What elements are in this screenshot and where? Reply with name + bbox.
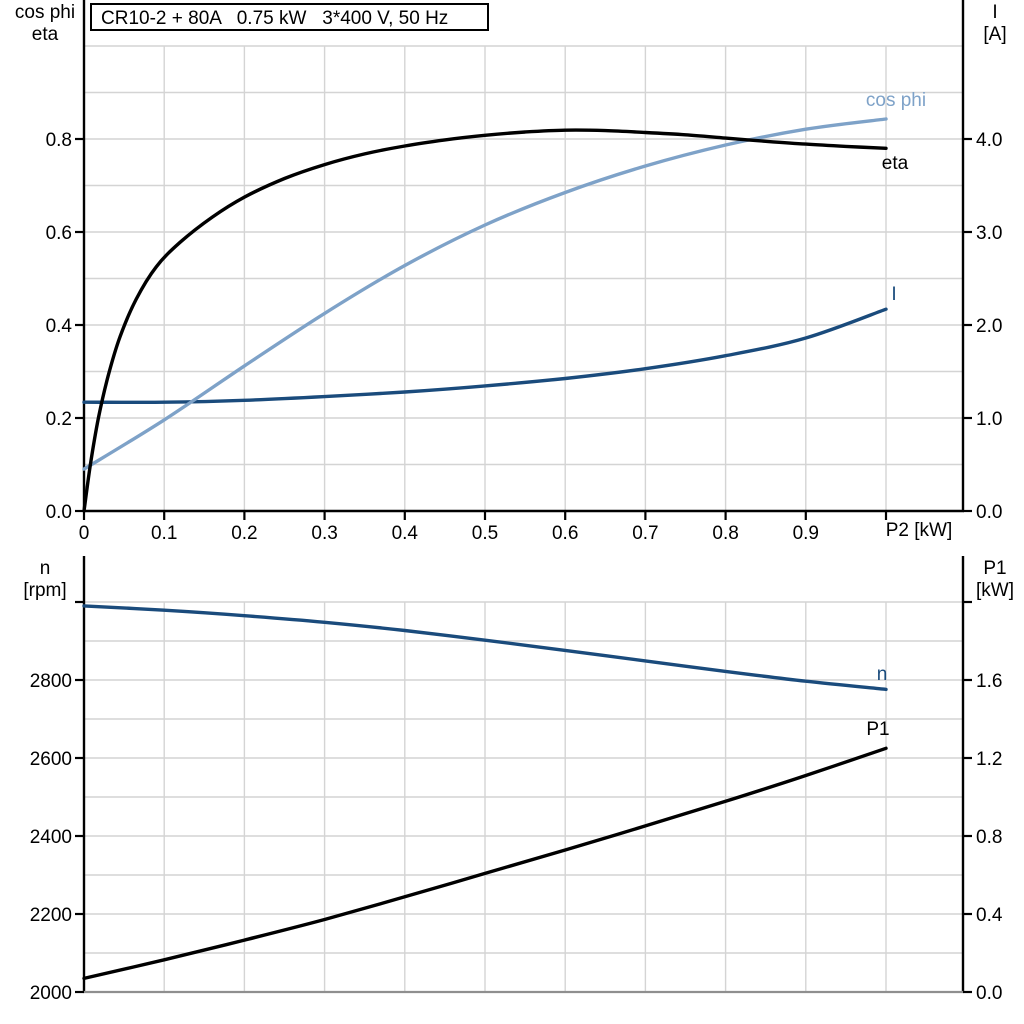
x-axis-tick-label: 0.6 [552, 523, 578, 544]
x-axis-tick-label: 0.7 [632, 523, 658, 544]
x-axis-tick-label: 0.3 [311, 523, 337, 544]
curve-label-eta: eta [881, 153, 909, 174]
left-axis-tick-label: 2000 [30, 983, 72, 1004]
right-axis-tick-label: 0.0 [976, 983, 1002, 1004]
right-axis-title-line1: P1 [983, 558, 1007, 579]
x-axis-tick-label: 0.4 [392, 523, 419, 544]
chart-title-text: CR10-2 + 80A 0.75 kW 3*400 V, 50 Hz [101, 8, 449, 29]
right-axis-tick-label: 1.6 [976, 671, 1002, 692]
curve-n [82, 604, 888, 692]
curve-eta [82, 128, 888, 513]
curve-label-input-power: P1 [866, 719, 890, 740]
x-axis-tick-label: 0.2 [231, 523, 257, 544]
right-axis-title-line2: [A] [983, 24, 1007, 45]
bottom-chart-left-axis-title: n [rpm] [6, 558, 84, 602]
left-axis-title-line1: n [39, 558, 51, 579]
curve-P1 [82, 746, 888, 981]
right-axis-tick-label: 0.4 [976, 905, 1003, 926]
curve-label-current: I [891, 284, 897, 305]
left-axis-title-line2: eta [31, 24, 59, 45]
x-axis-title: P2 [kW] [885, 520, 953, 541]
curve-label-cos-phi: cos phi [865, 90, 927, 111]
left-axis-tick-label: 2200 [30, 905, 72, 926]
right-axis-title-line1: I [992, 2, 998, 23]
x-axis-tick-label: 0.8 [712, 523, 738, 544]
x-axis-tick-label: 0.9 [793, 523, 819, 544]
left-axis-tick-label: 0.6 [46, 223, 72, 244]
right-axis-tick-label: 4.0 [976, 130, 1002, 151]
top-chart-left-axis-title: cos phi eta [6, 2, 84, 46]
top-chart-right-axis-title: I [A] [972, 2, 1018, 46]
left-axis-tick-label: 0.4 [46, 316, 73, 337]
x-axis-tick-label: 0 [79, 523, 90, 544]
bottom-chart-right-axis-title: P1 [kW] [969, 558, 1021, 602]
curve-I [82, 307, 888, 405]
right-axis-tick-label: 0.8 [976, 827, 1002, 848]
right-axis-tick-label: 1.2 [976, 749, 1002, 770]
right-axis-tick-label: 1.0 [976, 409, 1002, 430]
x-axis-tick-label: 0.5 [472, 523, 498, 544]
left-axis-tick-label: 0.0 [46, 502, 72, 523]
left-axis-tick-label: 2400 [30, 827, 72, 848]
left-axis-title-line1: cos phi [14, 2, 76, 23]
right-axis-tick-label: 3.0 [976, 223, 1002, 244]
left-axis-tick-label: 0.8 [46, 130, 72, 151]
left-axis-tick-label: 2800 [30, 671, 72, 692]
curve-label-speed: n [876, 664, 888, 685]
x-axis-tick-label: 0.1 [151, 523, 177, 544]
right-axis-title-line2: [kW] [976, 580, 1014, 601]
chart-title-box: CR10-2 + 80A 0.75 kW 3*400 V, 50 Hz [90, 3, 489, 31]
left-axis-title-line2: [rpm] [23, 580, 67, 601]
right-axis-tick-label: 2.0 [976, 316, 1002, 337]
right-axis-tick-label: 0.0 [976, 502, 1002, 523]
left-axis-tick-label: 2600 [30, 749, 72, 770]
left-axis-tick-label: 0.2 [46, 409, 72, 430]
